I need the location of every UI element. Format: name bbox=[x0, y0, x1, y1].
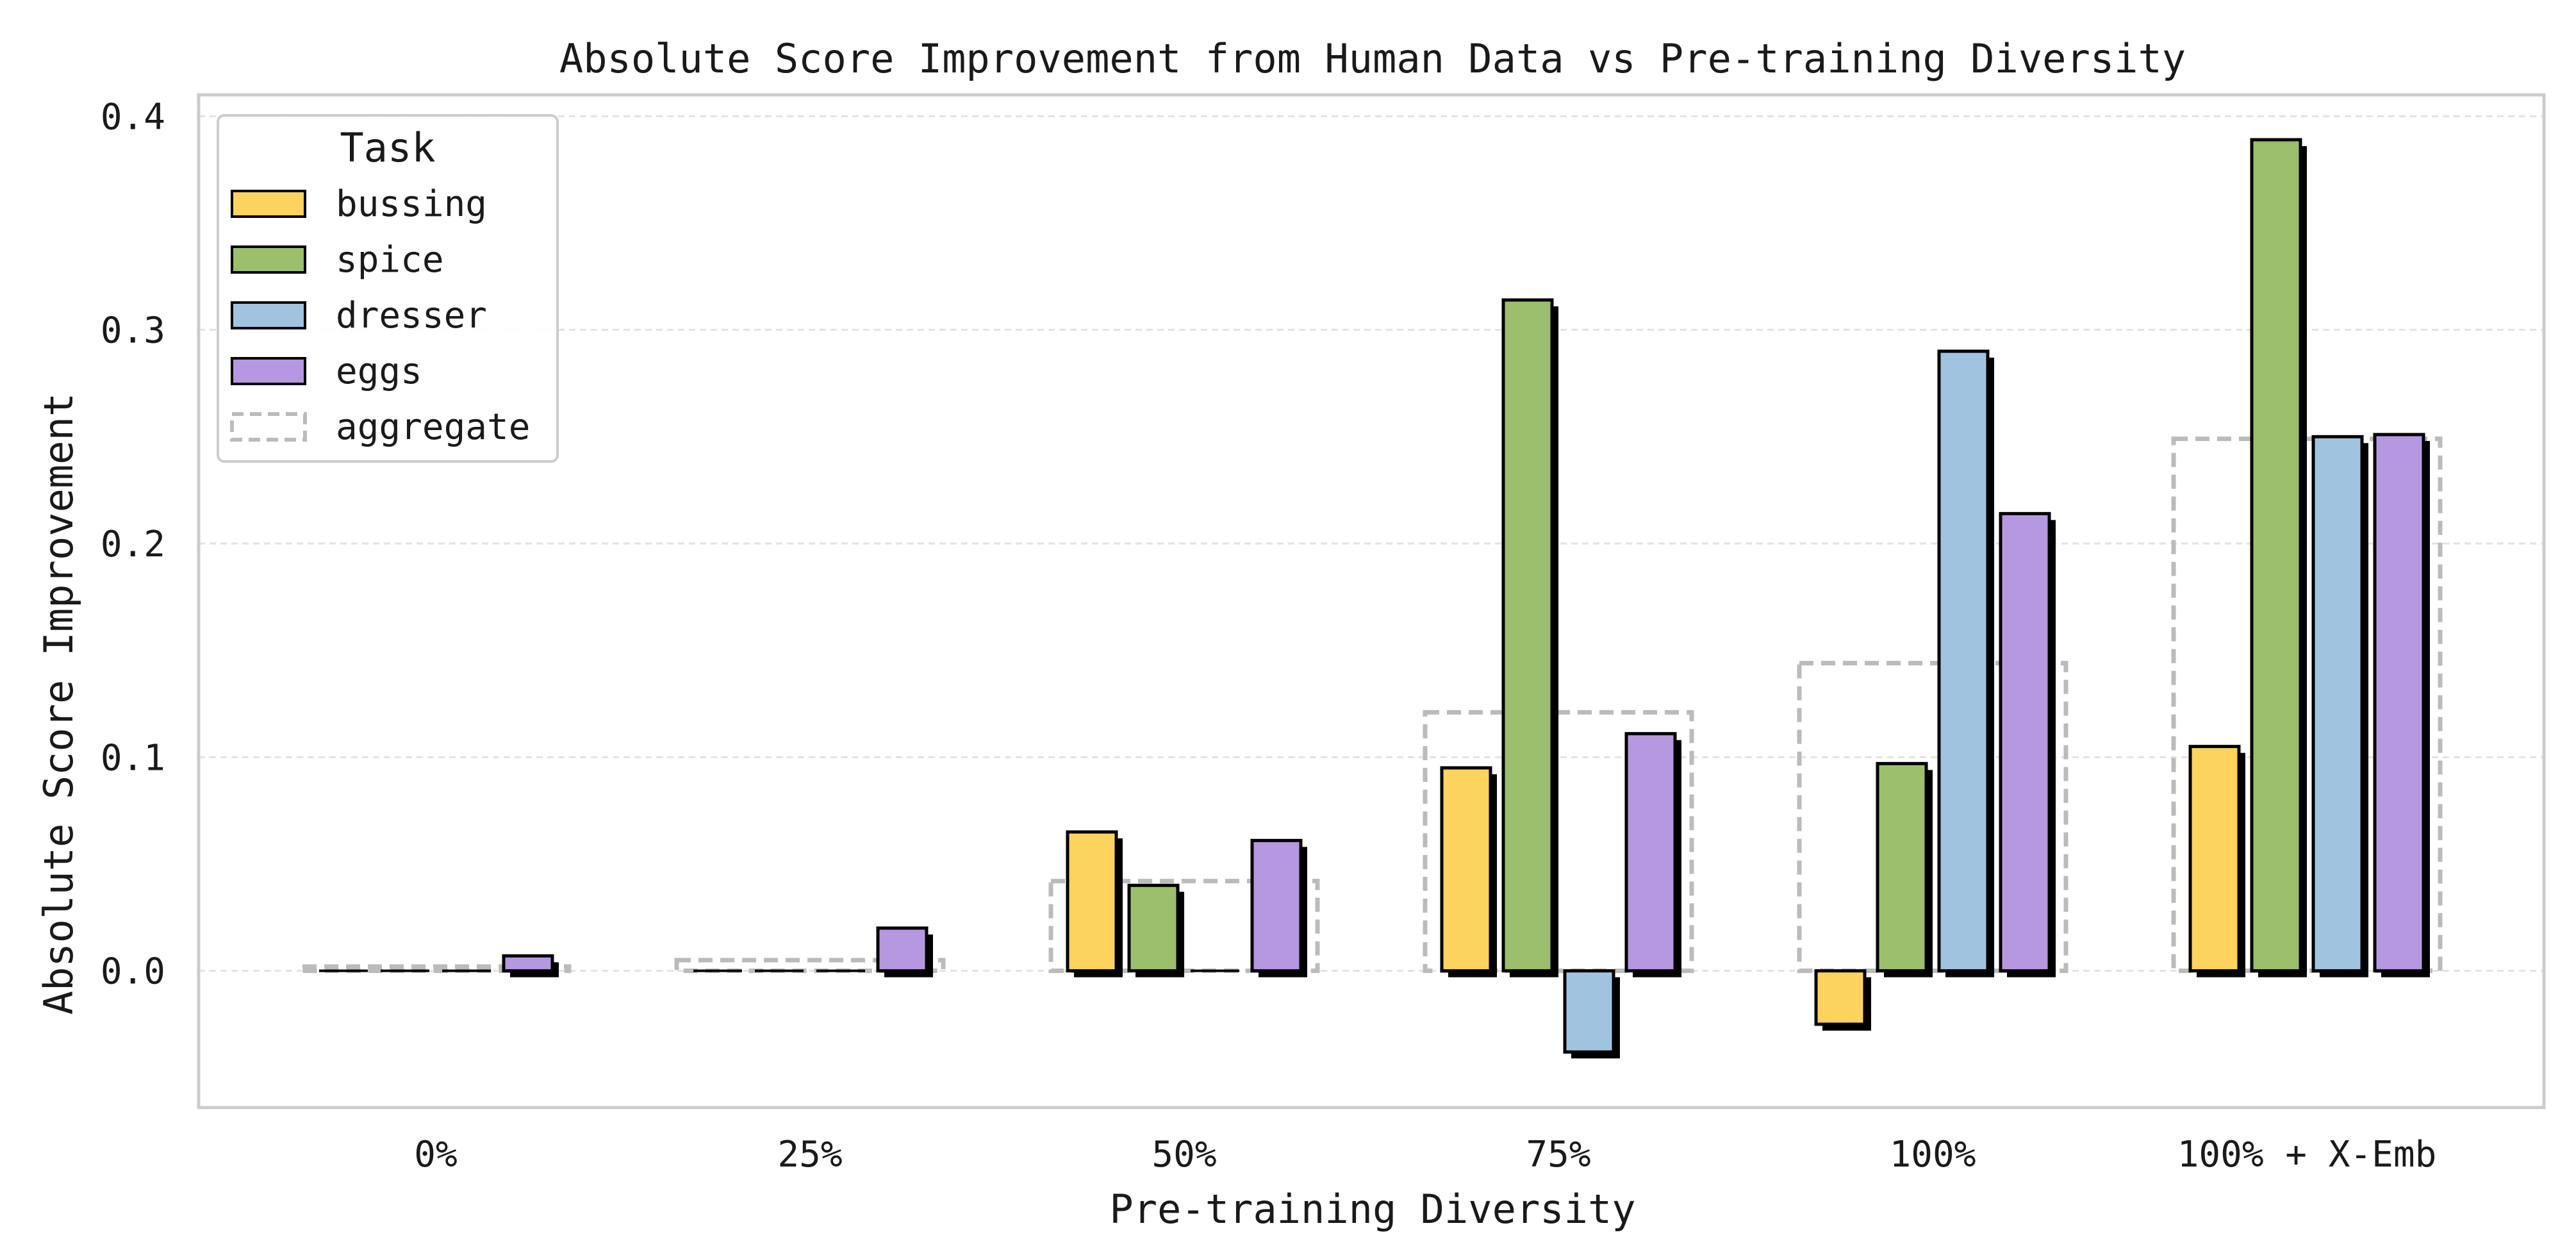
plot-frame bbox=[197, 93, 2546, 1109]
legend-label-spice: spice bbox=[336, 239, 444, 281]
bar-dresser bbox=[1937, 349, 1990, 973]
legend-swatch-bussing bbox=[231, 190, 306, 218]
bar-bussing bbox=[1440, 766, 1492, 973]
bar-eggs bbox=[1250, 838, 1303, 973]
grid-lines bbox=[199, 115, 2544, 972]
bar-spice bbox=[1127, 883, 1180, 973]
y-tick-label: 0.0 bbox=[101, 951, 165, 993]
bar-eggs bbox=[2373, 433, 2425, 973]
y-tick-label: 0.4 bbox=[101, 96, 165, 138]
chart-title: Absolute Score Improvement from Human Da… bbox=[559, 35, 2186, 82]
y-axis-label: Absolute Score Improvement bbox=[35, 393, 82, 1015]
legend-label-bussing: bussing bbox=[336, 183, 487, 225]
legend-title: Task bbox=[340, 124, 435, 171]
x-tick-label: 0% bbox=[414, 1134, 457, 1175]
bar-bussing bbox=[1814, 969, 1867, 1026]
bar-eggs bbox=[1999, 511, 2051, 973]
x-tick-label: 100% bbox=[1890, 1134, 1976, 1175]
axis-ticks: 0.0 0.1 0.2 0.3 0.4 0% 25% 50% 75% 100% 100% + X-E… bbox=[101, 96, 2436, 1175]
aggregate-boxes bbox=[300, 436, 2443, 974]
legend-label-aggregate: aggregate bbox=[336, 406, 530, 448]
x-tick-label: 25% bbox=[777, 1134, 842, 1175]
bar-eggs bbox=[502, 954, 554, 973]
y-tick-label: 0.2 bbox=[101, 524, 165, 565]
bar-eggs bbox=[1624, 732, 1677, 973]
legend-label-dresser: dresser bbox=[336, 295, 487, 336]
bars bbox=[319, 138, 2430, 1059]
bar-spice bbox=[1876, 761, 1928, 973]
bar-bussing bbox=[2188, 745, 2241, 973]
legend-swatch-spice bbox=[231, 245, 306, 274]
legend-label-eggs: eggs bbox=[336, 351, 422, 392]
bar-dresser bbox=[2311, 435, 2364, 973]
legend-swatch-dresser bbox=[231, 301, 306, 329]
legend-swatch-aggregate bbox=[230, 412, 307, 442]
bar-spice bbox=[1501, 298, 1554, 973]
bar-spice bbox=[2250, 138, 2302, 973]
bar-dresser bbox=[1563, 969, 1615, 1054]
legend-swatch-eggs bbox=[231, 357, 306, 385]
bar-eggs bbox=[876, 926, 929, 973]
bar-bussing bbox=[1066, 830, 1118, 973]
x-tick-label: 50% bbox=[1152, 1134, 1216, 1175]
y-tick-label: 0.3 bbox=[101, 310, 165, 352]
x-axis-label: Pre-training Diversity bbox=[1109, 1186, 1635, 1233]
x-tick-label: 75% bbox=[1526, 1134, 1590, 1175]
aggregate-box bbox=[674, 958, 946, 974]
legend: Task bussing spice dresser eggs aggregate bbox=[217, 114, 559, 463]
y-tick-label: 0.1 bbox=[101, 737, 165, 779]
x-tick-label: 100% + X-Emb bbox=[2177, 1134, 2437, 1175]
aggregate-box bbox=[300, 964, 572, 974]
